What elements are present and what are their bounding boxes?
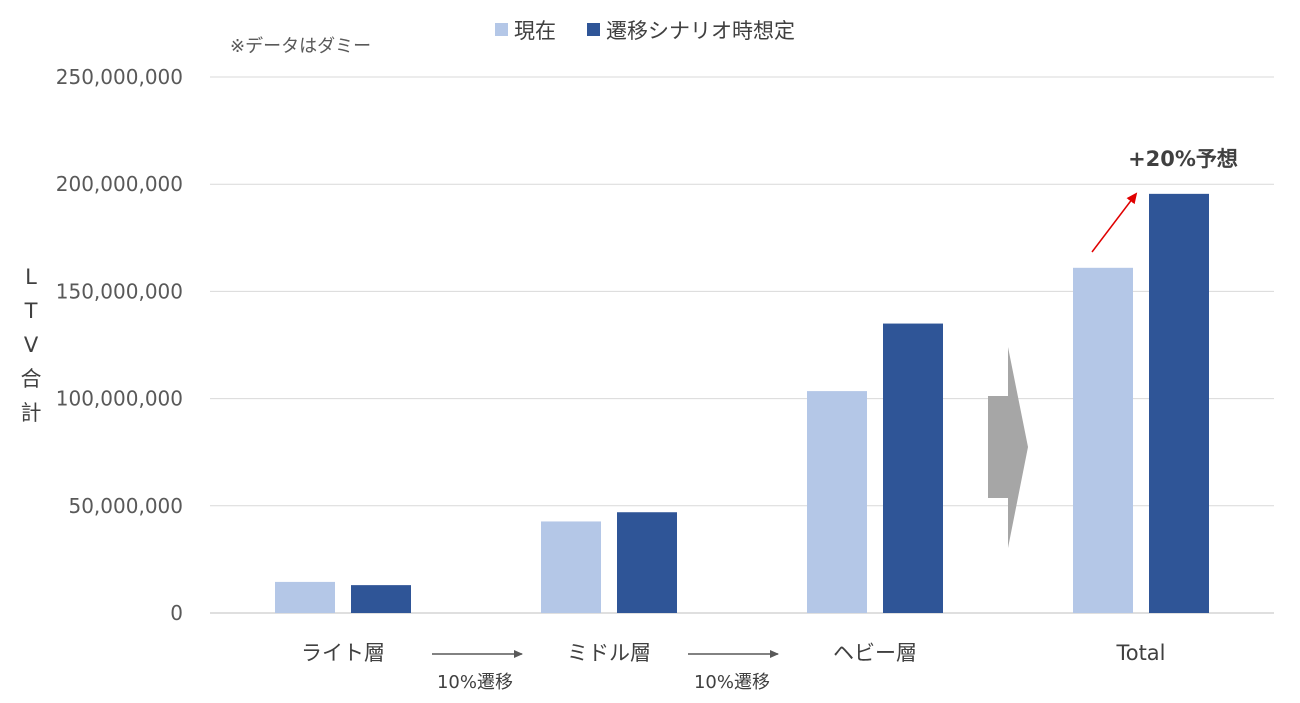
y-tick-label: 250,000,000 <box>56 65 183 89</box>
legend: 現在 遷移シナリオ時想定 <box>495 19 795 43</box>
legend-label-scenario: 遷移シナリオ時想定 <box>606 19 795 43</box>
y-axis-label-char: T <box>24 299 38 323</box>
bar-current-0 <box>275 581 335 613</box>
y-axis-ticks: 0 50,000,000 100,000,000 150,000,000 200,000… <box>56 65 183 625</box>
bar-scenario-2 <box>883 323 943 613</box>
y-tick-label: 0 <box>170 601 183 625</box>
transition-annotation-2: 10%遷移 <box>688 650 779 693</box>
y-tick-label: 200,000,000 <box>56 172 183 196</box>
transition-annotation-1: 10%遷移 <box>432 650 523 693</box>
block-arrow <box>988 347 1028 548</box>
y-axis-label-char: V <box>24 333 39 357</box>
legend-swatch-scenario <box>587 23 600 36</box>
bars <box>275 193 1209 613</box>
transition-label-2: 10%遷移 <box>694 672 770 693</box>
bar-scenario-1 <box>617 512 677 613</box>
y-tick-label: 150,000,000 <box>56 279 183 303</box>
bar-current-2 <box>807 391 867 613</box>
total-change-label: +20%予想 <box>1128 147 1238 171</box>
bar-scenario-0 <box>351 585 411 613</box>
legend-swatch-current <box>495 23 508 36</box>
category-label: ヘビー層 <box>833 641 917 665</box>
category-labels: ライト層 ミドル層 ヘビー層 Total <box>301 641 1166 665</box>
bar-scenario-3 <box>1149 193 1209 613</box>
legend-label-current: 現在 <box>514 19 556 43</box>
y-tick-label: 50,000,000 <box>68 494 183 518</box>
y-axis-label-char: L <box>25 265 37 289</box>
transition-label-1: 10%遷移 <box>437 672 513 693</box>
y-axis-label-char: 合 <box>21 367 42 391</box>
bar-current-3 <box>1073 267 1133 613</box>
y-tick-label: 100,000,000 <box>56 387 183 411</box>
category-label: ミドル層 <box>567 641 651 665</box>
category-label: Total <box>1115 641 1165 665</box>
y-axis-label-char: 計 <box>21 401 42 425</box>
category-label: ライト層 <box>301 641 385 665</box>
bar-current-1 <box>541 521 601 613</box>
chart-note: ※データはダミー <box>230 36 371 57</box>
increase-arrow <box>1091 192 1138 253</box>
